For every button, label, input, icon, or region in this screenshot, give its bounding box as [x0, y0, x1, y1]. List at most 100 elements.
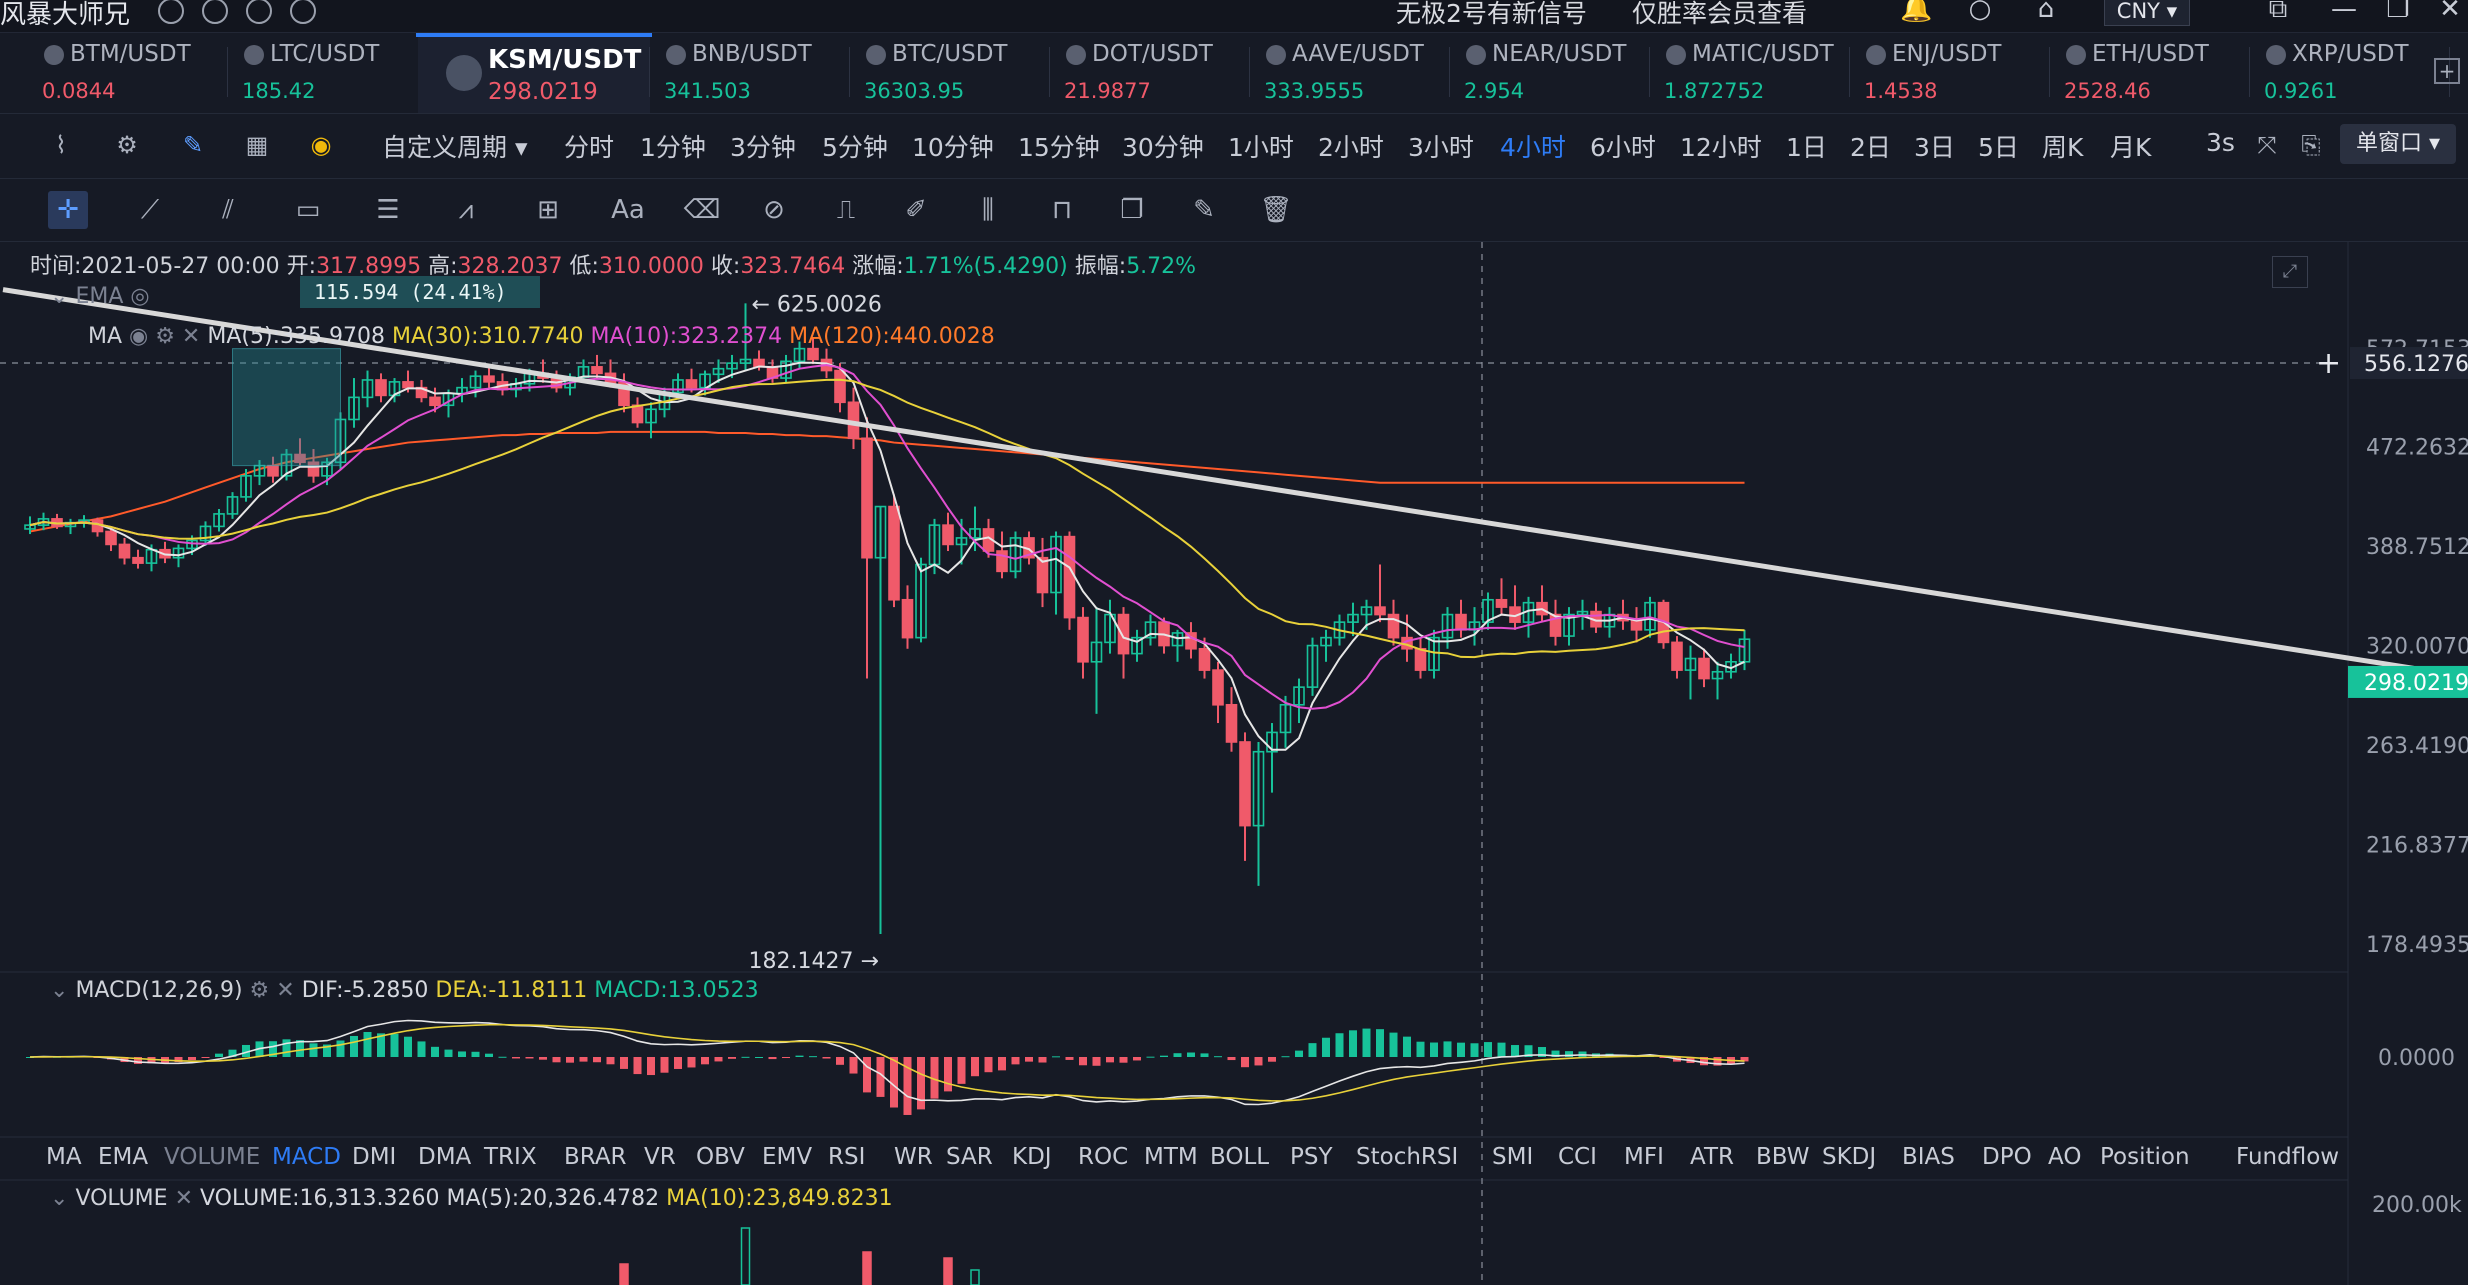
expand-icon[interactable]: ⤢ [2272, 256, 2308, 288]
ruler-tool-icon[interactable]: ⎍ [836, 195, 856, 225]
trend-line-tool-icon[interactable]: ⟋ [140, 195, 160, 225]
indicator-tab-kdj[interactable]: KDJ [1012, 1144, 1052, 1170]
ticker-tab-ltc[interactable]: LTC/USDT 185.42 [228, 33, 428, 113]
indicator-tab-sar[interactable]: SAR [946, 1144, 993, 1170]
collapse-icon[interactable]: ⌄ [50, 1186, 76, 1211]
period-13[interactable]: 1日 [1786, 133, 1827, 162]
shield-icon[interactable] [158, 0, 184, 24]
eye-icon[interactable]: ◉ ⚙ ✕ [129, 324, 208, 349]
period-15[interactable]: 3日 [1914, 133, 1955, 162]
period-0[interactable]: 分时 [564, 133, 615, 162]
ticker-tab-aave[interactable]: AAVE/USDT 333.9555 [1250, 33, 1450, 113]
period-18[interactable]: 月K [2110, 133, 2152, 162]
draw-pen-icon[interactable]: ✎ [182, 131, 204, 159]
currency-select[interactable]: CNY ▾ [2104, 0, 2190, 26]
indicator-tab-atr[interactable]: ATR [1690, 1144, 1734, 1170]
indicator-tab-bias[interactable]: BIAS [1902, 1144, 1955, 1170]
period-7[interactable]: 1小时 [1228, 133, 1294, 162]
settings-icon[interactable]: ⚙ [116, 131, 138, 159]
period-8[interactable]: 2小时 [1318, 133, 1384, 162]
indicator-tab-trix[interactable]: TRIX [484, 1144, 537, 1170]
add-ticker-button[interactable]: + [2434, 58, 2460, 84]
indicator-tab-ao[interactable]: AO [2048, 1144, 2082, 1170]
minimize-icon[interactable]: — [2331, 0, 2357, 24]
close-icon[interactable]: ✕ [2439, 0, 2461, 24]
period-5[interactable]: 15分钟 [1018, 133, 1100, 162]
indicator-tab-volume[interactable]: VOLUME [164, 1144, 261, 1170]
edit-list-tool-icon[interactable]: ✎ [1193, 195, 1215, 225]
indicator-tab-rsi[interactable]: RSI [828, 1144, 866, 1170]
measure-tool-icon[interactable]: ⊞ [537, 195, 559, 225]
period-14[interactable]: 2日 [1850, 133, 1891, 162]
parallel-channel-tool-icon[interactable]: ⫽ [222, 195, 234, 225]
ticker-tab-eth[interactable]: ETH/USDT 2528.46 [2050, 33, 2250, 113]
custom-period-select[interactable]: 自定义周期 ▾ [382, 133, 528, 162]
clock-icon[interactable] [290, 0, 316, 24]
indicator-tab-emv[interactable]: EMV [762, 1144, 813, 1170]
macd-settings-icon[interactable]: ⚙ ✕ [249, 978, 302, 1003]
indicator-tab-stochrsi[interactable]: StochRSI [1356, 1144, 1459, 1170]
ticker-tab-enj[interactable]: ENJ/USDT 1.4538 [1850, 33, 2050, 113]
indicator-tab-boll[interactable]: BOLL [1210, 1144, 1270, 1170]
brush-tool-icon[interactable]: ✐ [905, 195, 927, 225]
promo-member[interactable]: 仅胜率会员查看 [1632, 0, 1808, 28]
indicator-tab-ma[interactable]: MA [46, 1144, 82, 1170]
indicator-tab-bbw[interactable]: BBW [1756, 1144, 1810, 1170]
collapse-icon[interactable]: ⌄ [50, 978, 76, 1003]
trash-tool-icon[interactable]: 🗑 [1259, 195, 1293, 225]
ticker-tab-matic[interactable]: MATIC/USDT 1.872752 [1650, 33, 1850, 113]
period-6[interactable]: 30分钟 [1122, 133, 1204, 162]
period-3[interactable]: 5分钟 [822, 133, 888, 162]
crosshair-tool-icon[interactable]: ✛ [48, 191, 88, 229]
restore-icon[interactable]: ❐ [2386, 0, 2410, 24]
snapshot-icon[interactable]: ⎘ [2301, 131, 2321, 159]
external-window-icon[interactable]: ⧉ [2268, 0, 2288, 24]
promo-signal[interactable]: 无极2号有新信号 [1396, 0, 1587, 28]
fullscreen-icon[interactable]: ⤧ [2257, 131, 2277, 159]
period-10[interactable]: 4小时 [1500, 133, 1566, 162]
fibonacci-tool-icon[interactable]: ☰ [376, 195, 400, 225]
indicator-tab-vr[interactable]: VR [644, 1144, 676, 1170]
indicator-tab-macd[interactable]: MACD [272, 1144, 341, 1170]
period-17[interactable]: 周K [2042, 133, 2084, 162]
indicator-tab-wr[interactable]: WR [894, 1144, 933, 1170]
check-icon[interactable] [246, 0, 272, 24]
ticker-tab-btm[interactable]: BTM/USDT 0.0844 [28, 33, 228, 113]
indicator-tab-smi[interactable]: SMI [1492, 1144, 1534, 1170]
indicator-tab-dmi[interactable]: DMI [352, 1144, 397, 1170]
indicator-tab-fundflow[interactable]: Fundflow [2236, 1144, 2340, 1170]
bell-icon[interactable]: 🔔 [1900, 0, 1933, 24]
rectangle-tool-icon[interactable]: ▭ [295, 195, 321, 225]
indicator-tab-skdj[interactable]: SKDJ [1822, 1144, 1877, 1170]
period-2[interactable]: 3分钟 [730, 133, 796, 162]
indicator-tab-position[interactable]: Position [2100, 1144, 2190, 1170]
pattern-tool-icon[interactable]: ⩘ [458, 195, 474, 225]
period-4[interactable]: 10分钟 [912, 133, 994, 162]
indicator-tab-roc[interactable]: ROC [1078, 1144, 1129, 1170]
ticker-tab-btc[interactable]: BTC/USDT 36303.95 [850, 33, 1050, 113]
period-9[interactable]: 3小时 [1408, 133, 1474, 162]
indicator-tab-cci[interactable]: CCI [1558, 1144, 1597, 1170]
indicator-tab-dma[interactable]: DMA [418, 1144, 472, 1170]
percent-icon[interactable] [202, 0, 228, 24]
copy-tool-icon[interactable]: ❐ [1120, 195, 1144, 225]
clock-icon[interactable]: ◉ [310, 131, 332, 159]
indicator-tab-psy[interactable]: PSY [1290, 1144, 1333, 1170]
calendar-icon[interactable]: ▦ [245, 131, 269, 159]
search-icon[interactable]: ○ [1968, 0, 1992, 24]
lock-tool-icon[interactable]: ⊓ [1051, 195, 1073, 225]
eraser-tool-icon[interactable]: ⌫ [683, 195, 721, 225]
candles-tool-icon[interactable]: ⫼ [982, 195, 994, 225]
indicator-tab-mfi[interactable]: MFI [1624, 1144, 1664, 1170]
period-1[interactable]: 1分钟 [640, 133, 706, 162]
indicator-tab-brar[interactable]: BRAR [564, 1144, 627, 1170]
period-16[interactable]: 5日 [1978, 133, 2019, 162]
indicator-tab-ema[interactable]: EMA [98, 1144, 149, 1170]
magnet-tool-icon[interactable]: ⊘ [763, 195, 785, 225]
ticker-tab-bnb[interactable]: BNB/USDT 341.503 [650, 33, 850, 113]
indicator-tab-dpo[interactable]: DPO [1982, 1144, 2032, 1170]
volume-close-icon[interactable]: ✕ [174, 1186, 200, 1211]
shirt-icon[interactable]: ⌂ [2037, 0, 2055, 24]
text-tool-icon[interactable]: Aa [611, 195, 645, 225]
